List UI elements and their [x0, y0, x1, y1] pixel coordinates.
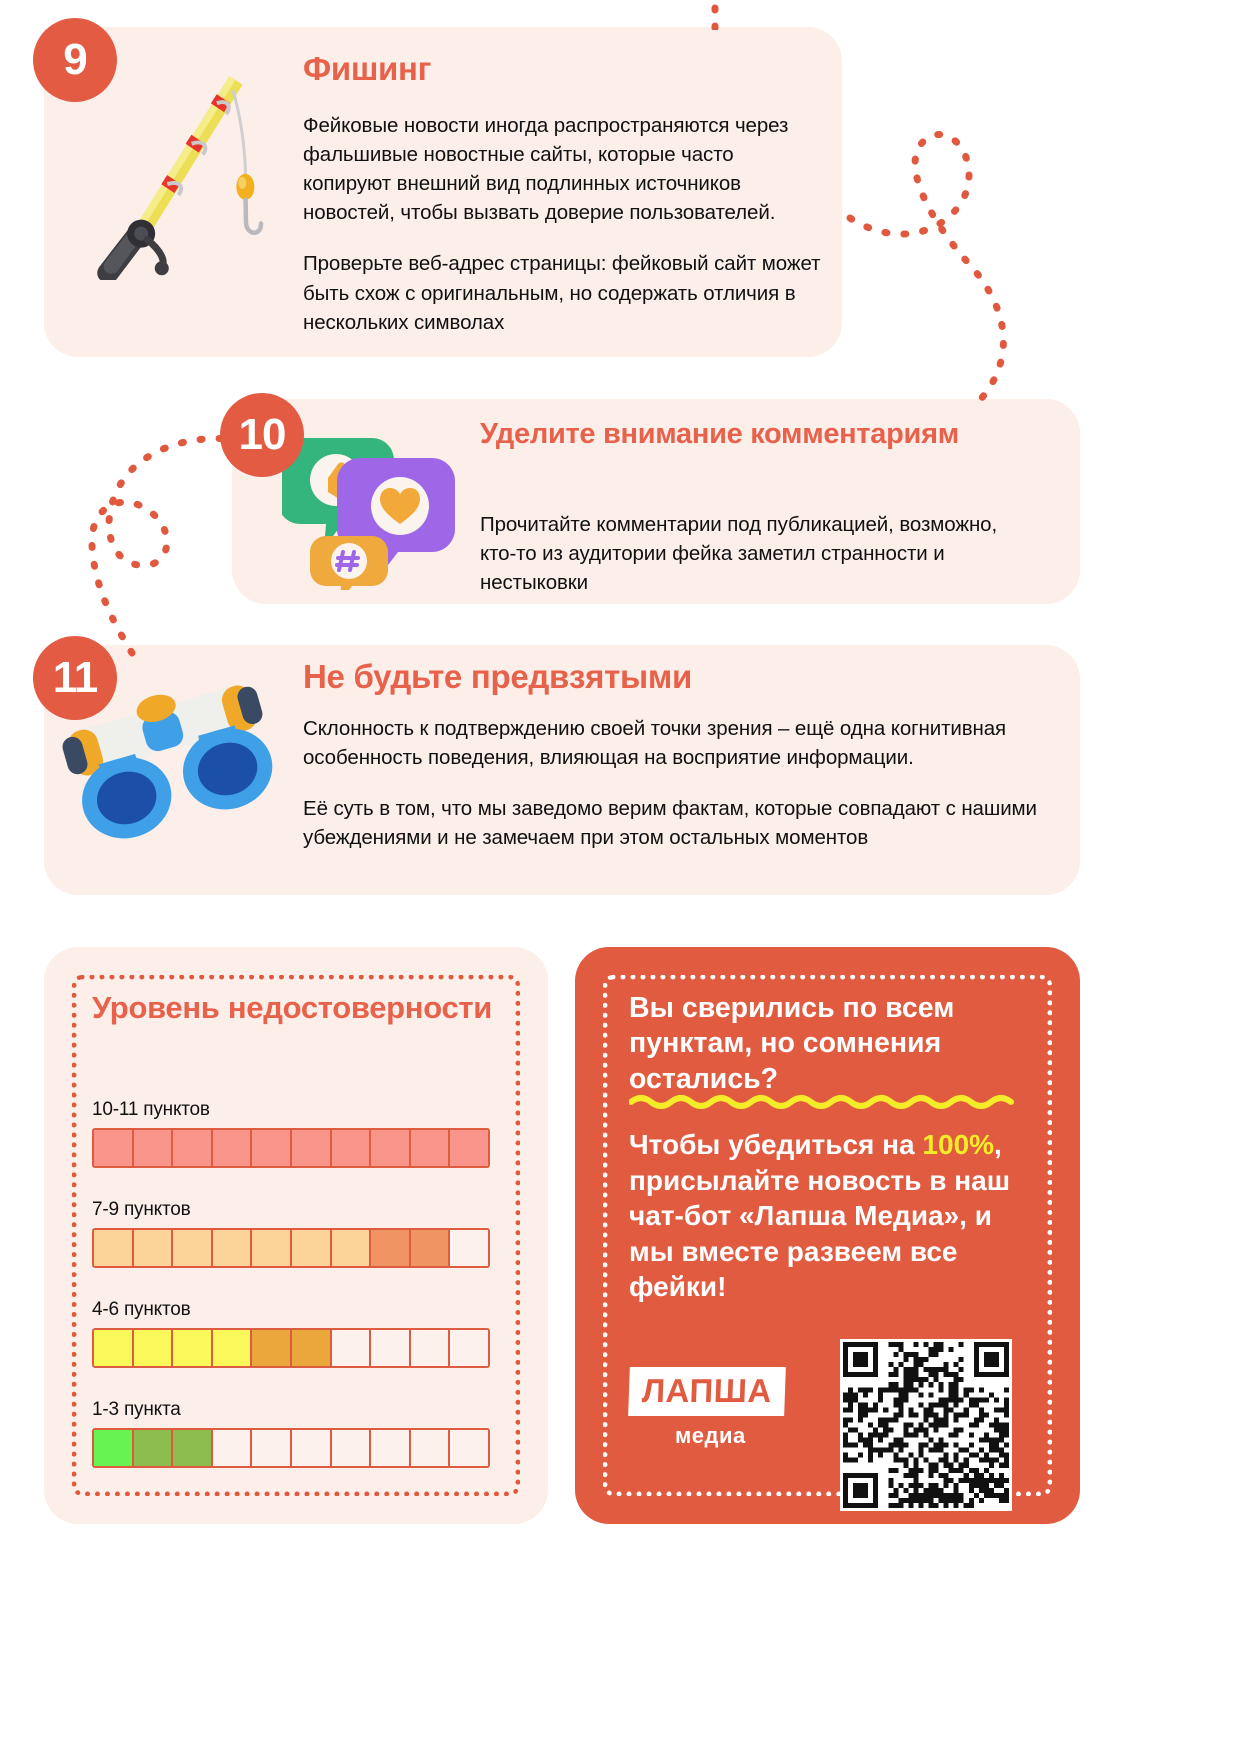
section-badge-10: 10 [220, 393, 304, 477]
connector-dots-right [846, 131, 1007, 404]
section-body-10: Прочитайте комментарии под публикацией, … [480, 510, 1010, 597]
scale-cell [371, 1330, 411, 1366]
scale-cell [410, 1330, 451, 1366]
scale-cell [450, 1230, 488, 1266]
scale-cell [133, 1330, 174, 1366]
scale-cell [331, 1130, 372, 1166]
scale-cell [133, 1430, 174, 1466]
scale-cell [331, 1230, 372, 1266]
qr-code-image [843, 1342, 1009, 1508]
scale-cell [173, 1330, 213, 1366]
section-paragraph: Прочитайте комментарии под публикацией, … [480, 513, 998, 595]
cta-body-highlight: 100% [922, 1129, 995, 1160]
scale-cell [212, 1330, 253, 1366]
scale-cell [410, 1130, 451, 1166]
scale-cell [173, 1430, 213, 1466]
section-badge-11: 11 [33, 636, 117, 720]
scale-cell [94, 1330, 134, 1366]
scale-bar [92, 1228, 490, 1268]
binoculars-icon [62, 685, 273, 839]
scale-cell [450, 1130, 488, 1166]
scale-cell [410, 1430, 451, 1466]
scale-cell [133, 1130, 174, 1166]
scale-label: 7-9 пунктов [92, 1199, 191, 1220]
section-paragraph: Склонность к подтверждению своей точки з… [303, 717, 1007, 770]
scale-cell [173, 1230, 213, 1266]
chat-bubbles-icon [282, 438, 455, 590]
scale-cell [133, 1230, 174, 1266]
qr-code[interactable] [840, 1339, 1012, 1511]
logo-main-text: ЛАПША [628, 1367, 786, 1416]
scale-label: 1-3 пункта [92, 1399, 181, 1420]
scale-cell [212, 1230, 253, 1266]
scale-bar [92, 1328, 490, 1368]
level-card: Уровень недостоверности 10-11 пунктов 7-… [44, 947, 548, 1524]
level-card-title: Уровень недостоверности [92, 990, 493, 1025]
section-title-10: Уделите внимание комментариям [480, 418, 959, 450]
scale-cell [94, 1430, 134, 1466]
connector-dots-left [88, 434, 244, 657]
scale-row: 1-3 пункта [92, 1399, 490, 1468]
scale-cell [410, 1230, 451, 1266]
section-paragraph: Фейковые новости иногда распространяются… [303, 114, 789, 225]
scale-cell [291, 1430, 332, 1466]
cta-card: Вы сверились по всем пунктам, но сомнени… [575, 947, 1080, 1524]
scale-cell [252, 1330, 292, 1366]
cta-heading: Вы сверились по всем пунктам, но сомнени… [629, 992, 955, 1095]
scale-cell [94, 1130, 134, 1166]
squiggle-underline [629, 1095, 1014, 1109]
section-title-11: Не будьте предвзятыми [303, 658, 692, 695]
section-title-9: Фишинг [303, 50, 432, 87]
scale-label: 4-6 пунктов [92, 1299, 191, 1320]
scale-cell [291, 1330, 332, 1366]
scale-cell [252, 1130, 292, 1166]
scale-cell [252, 1430, 292, 1466]
scale-cell [291, 1130, 332, 1166]
scale-cell [173, 1130, 213, 1166]
scale-row: 7-9 пунктов [92, 1199, 490, 1268]
section-paragraph: Её суть в том, что мы заведомо верим фак… [303, 797, 1037, 850]
section-card-9 [44, 27, 842, 357]
scale-row: 10-11 пунктов [92, 1099, 490, 1168]
scale-cell [291, 1230, 332, 1266]
cta-body: Чтобы убедиться на 100%, присылайте ново… [629, 1127, 1029, 1305]
logo-sub-text: медиа [675, 1423, 746, 1448]
scale-row: 4-6 пунктов [92, 1299, 490, 1368]
scale-cell [450, 1430, 488, 1466]
lapsha-media-logo: ЛАПША медиа [628, 1367, 809, 1449]
scale-cell [371, 1130, 411, 1166]
scale-cell [331, 1330, 372, 1366]
scale-cell [450, 1330, 488, 1366]
scale-cell [371, 1230, 411, 1266]
scale-cell [212, 1130, 253, 1166]
section-body-9: Фейковые новости иногда распространяются… [303, 111, 823, 337]
scale-cell [331, 1430, 372, 1466]
scale-bar [92, 1128, 490, 1168]
cta-body-after: , присылайте новость в наш чат-бот «Лапш… [629, 1129, 1011, 1303]
scale-label: 10-11 пунктов [92, 1099, 210, 1120]
scale-cell [94, 1230, 134, 1266]
scale-cell [371, 1430, 411, 1466]
cta-body-before: Чтобы убедиться на [629, 1129, 923, 1160]
section-badge-9: 9 [33, 18, 117, 102]
fishing-rod-icon [97, 76, 264, 280]
scale-cell [252, 1230, 292, 1266]
section-body-11: Склонность к подтверждению своей точки з… [303, 714, 1063, 852]
connector-dots-top [711, 0, 719, 30]
scale-bar [92, 1428, 490, 1468]
scale-cell [212, 1430, 253, 1466]
section-paragraph: Проверьте веб-адрес страницы: фейковый с… [303, 252, 821, 334]
